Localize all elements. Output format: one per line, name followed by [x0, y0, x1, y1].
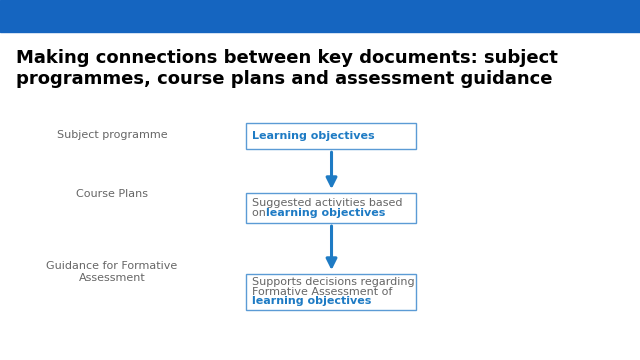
Text: learning objectives: learning objectives	[266, 208, 385, 218]
Text: Supports decisions regarding: Supports decisions regarding	[252, 277, 414, 287]
Text: Learning objectives: Learning objectives	[252, 131, 374, 141]
Text: Guidance for Formative
Assessment: Guidance for Formative Assessment	[46, 261, 178, 283]
Text: learning objectives: learning objectives	[252, 296, 371, 306]
Text: Formative Assessment of: Formative Assessment of	[252, 287, 392, 297]
Text: Making connections between key documents: subject
programmes, course plans and a: Making connections between key documents…	[16, 49, 558, 88]
Text: on: on	[252, 208, 269, 218]
Text: Subject programme: Subject programme	[57, 130, 167, 140]
Text: Course Plans: Course Plans	[76, 189, 148, 199]
FancyBboxPatch shape	[246, 274, 416, 310]
FancyBboxPatch shape	[246, 123, 416, 149]
FancyBboxPatch shape	[246, 193, 416, 223]
Text: Suggested activities based: Suggested activities based	[252, 198, 402, 208]
